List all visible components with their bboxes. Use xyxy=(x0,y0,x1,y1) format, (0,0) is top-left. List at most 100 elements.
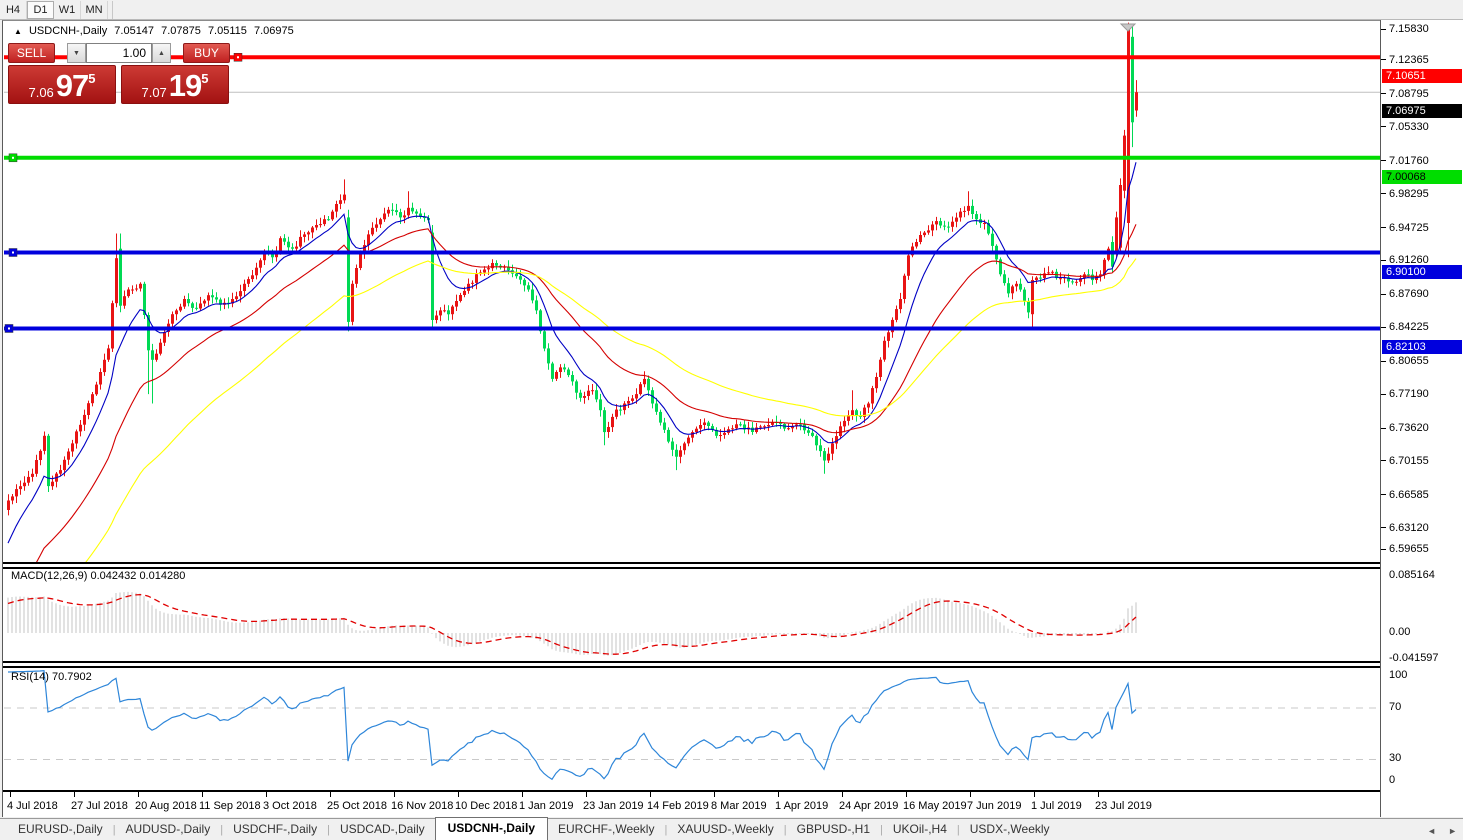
tab-eurusd-daily[interactable]: EURUSD-,Daily xyxy=(18,822,103,836)
plot-stack[interactable]: 4 Jul 2018 27 Jul 2018 20 Aug 2018 11 Sep 2… xyxy=(3,21,1381,818)
buy-button[interactable]: BUY xyxy=(183,43,230,63)
volume-input[interactable] xyxy=(86,43,152,63)
tab-separator: | xyxy=(112,824,116,836)
tab-eurchf-weekly[interactable]: EURCHF-,Weekly xyxy=(558,822,655,836)
tab-usdcad-daily[interactable]: USDCAD-,Daily xyxy=(339,822,425,836)
timeframe-toolbar: H4 D1 W1 MN xyxy=(0,0,1463,20)
collapse-arrow-icon[interactable]: ▲ xyxy=(14,27,22,36)
tab-separator: | xyxy=(220,824,224,836)
chart-window[interactable]: 4 Jul 2018 27 Jul 2018 20 Aug 2018 11 Sep 2… xyxy=(2,20,1462,817)
date-axis-label: 7 Jun 2019 xyxy=(967,800,1022,812)
price-axis-label: 7.08795 xyxy=(1389,87,1429,100)
axis-tick xyxy=(1381,28,1386,30)
tab-usdx-weekly[interactable]: USDX-,Weekly xyxy=(969,822,1050,836)
timeframe-button-mn[interactable]: MN xyxy=(81,0,108,19)
price-axis-label: 6.80655 xyxy=(1389,355,1429,368)
buy-price-prefix: 7.07 xyxy=(141,85,167,100)
date-tick xyxy=(458,792,459,797)
price-axis-label: 6.84225 xyxy=(1389,321,1429,334)
price-axis-label: 6.87690 xyxy=(1389,288,1429,301)
axis-tick xyxy=(1381,393,1386,395)
price-axis-label: 6.66585 xyxy=(1389,488,1429,501)
rsi-axis-label: 30 xyxy=(1389,752,1402,764)
date-axis-label: 1 Jan 2019 xyxy=(519,800,574,812)
tab-usdchf-daily[interactable]: USDCHF-,Daily xyxy=(233,822,318,836)
macd-layer[interactable] xyxy=(4,569,1381,661)
date-tick xyxy=(522,792,523,797)
date-tick xyxy=(714,792,715,797)
tab-xauusd-weekly[interactable]: XAUUSD-,Weekly xyxy=(677,822,774,836)
rsi-axis-label: 100 xyxy=(1389,669,1408,681)
date-axis-label: 23 Jan 2019 xyxy=(583,800,644,812)
price-axis-label: 6.59655 xyxy=(1389,543,1429,555)
tab-separator: | xyxy=(783,824,787,836)
tab-separator: | xyxy=(327,824,330,836)
symbol-ohlc-line: ▲ USDCNH-,Daily 7.05147 7.07875 7.05115 … xyxy=(14,25,298,37)
timeframe-button-h4[interactable]: H4 xyxy=(0,0,27,19)
tab-scroll-left-icon[interactable]: ◄ xyxy=(1427,826,1437,836)
axis-tick xyxy=(1381,93,1386,95)
axis-tick xyxy=(1381,548,1386,550)
date-tick xyxy=(842,792,843,797)
axis-tick xyxy=(1381,494,1386,496)
timeframe-button-d1[interactable]: D1 xyxy=(27,0,54,19)
tab-separator: | xyxy=(664,824,668,836)
axis-tick xyxy=(1381,259,1386,261)
symbol-tab-bar: EURUSD-,Daily | AUDUSD-,Daily | USDCHF-,Dail… xyxy=(0,817,1463,840)
tab-usdcnh-daily[interactable]: USDCNH-,Daily xyxy=(434,817,548,840)
tab-separator: | xyxy=(880,824,883,836)
date-tick xyxy=(266,792,267,797)
price-axis-label: 6.63120 xyxy=(1389,521,1429,534)
tab-ukoil-h4[interactable]: UKOil-,H4 xyxy=(892,822,947,836)
date-axis-label: 8 Mar 2019 xyxy=(711,800,767,812)
rsi-axis-label: 70 xyxy=(1389,701,1402,713)
axis-tick xyxy=(1381,160,1386,162)
tab-separator: | xyxy=(956,824,960,836)
date-tick xyxy=(586,792,587,797)
tab-scroll-right-icon[interactable]: ► xyxy=(1448,826,1457,836)
price-axis-label: 7.15830 xyxy=(1389,23,1429,35)
price-axis-label: 7.01760 xyxy=(1389,154,1429,167)
axis-tick xyxy=(1381,59,1386,61)
price-tag: 7.10651 xyxy=(1382,69,1462,84)
date-tick xyxy=(394,792,395,797)
volume-increase-button[interactable]: ▲ xyxy=(152,43,171,63)
sell-price-prefix: 7.06 xyxy=(28,85,54,100)
price-axis-label: 6.91260 xyxy=(1389,254,1429,267)
ohlc-high: 7.07875 xyxy=(161,25,201,37)
panel-separator-rsi[interactable] xyxy=(3,661,1381,668)
buy-price-box[interactable]: 7.07 19 5 xyxy=(121,65,229,104)
macd-label: MACD(12,26,9) 0.042432 0.014280 xyxy=(11,570,186,582)
candlestick-layer[interactable] xyxy=(4,22,1381,562)
tab-gbpusd-h1[interactable]: GBPUSD-,H1 xyxy=(796,822,870,836)
date-tick xyxy=(1034,792,1035,797)
price-axis-label: 6.98295 xyxy=(1389,187,1429,200)
axis-tick xyxy=(1381,326,1386,328)
sell-button[interactable]: SELL xyxy=(8,43,55,63)
buy-price-pip: 5 xyxy=(201,71,209,86)
price-tag: 6.82103 xyxy=(1382,340,1462,355)
symbol-title: USDCNH-,Daily xyxy=(28,25,108,37)
price-tag: 7.00068 xyxy=(1382,169,1462,184)
rsi-layer[interactable] xyxy=(4,669,1381,790)
price-axis-label: 6.77190 xyxy=(1389,388,1429,401)
volume-decrease-button[interactable]: ▼ xyxy=(67,43,86,63)
tab-scroll-arrows: ◄ ► xyxy=(1415,826,1457,836)
timeframe-button-w1[interactable]: W1 xyxy=(54,0,81,19)
axis-tick xyxy=(1381,427,1386,429)
axis-tick xyxy=(1381,293,1386,295)
price-axis[interactable]: 7.15830 7.12365 7.08795 7.05330 7.01760 6.982… xyxy=(1380,20,1463,817)
date-tick xyxy=(906,792,907,797)
sell-price-big: 97 xyxy=(55,68,89,103)
chevron-up-icon: ▲ xyxy=(158,49,165,57)
tab-audusd-daily[interactable]: AUDUSD-,Daily xyxy=(125,822,211,836)
panel-separator-macd[interactable] xyxy=(3,562,1381,569)
date-axis-label: 23 Jul 2019 xyxy=(1095,800,1152,812)
axis-tick xyxy=(1381,460,1386,462)
sell-price-box[interactable]: 7.06 97 5 xyxy=(8,65,116,104)
price-axis-label: 7.05330 xyxy=(1389,120,1429,133)
date-axis-label: 27 Jul 2018 xyxy=(71,800,128,812)
axis-tick xyxy=(1381,193,1386,195)
price-axis-label: 6.94725 xyxy=(1389,221,1429,234)
date-tick xyxy=(74,792,75,797)
